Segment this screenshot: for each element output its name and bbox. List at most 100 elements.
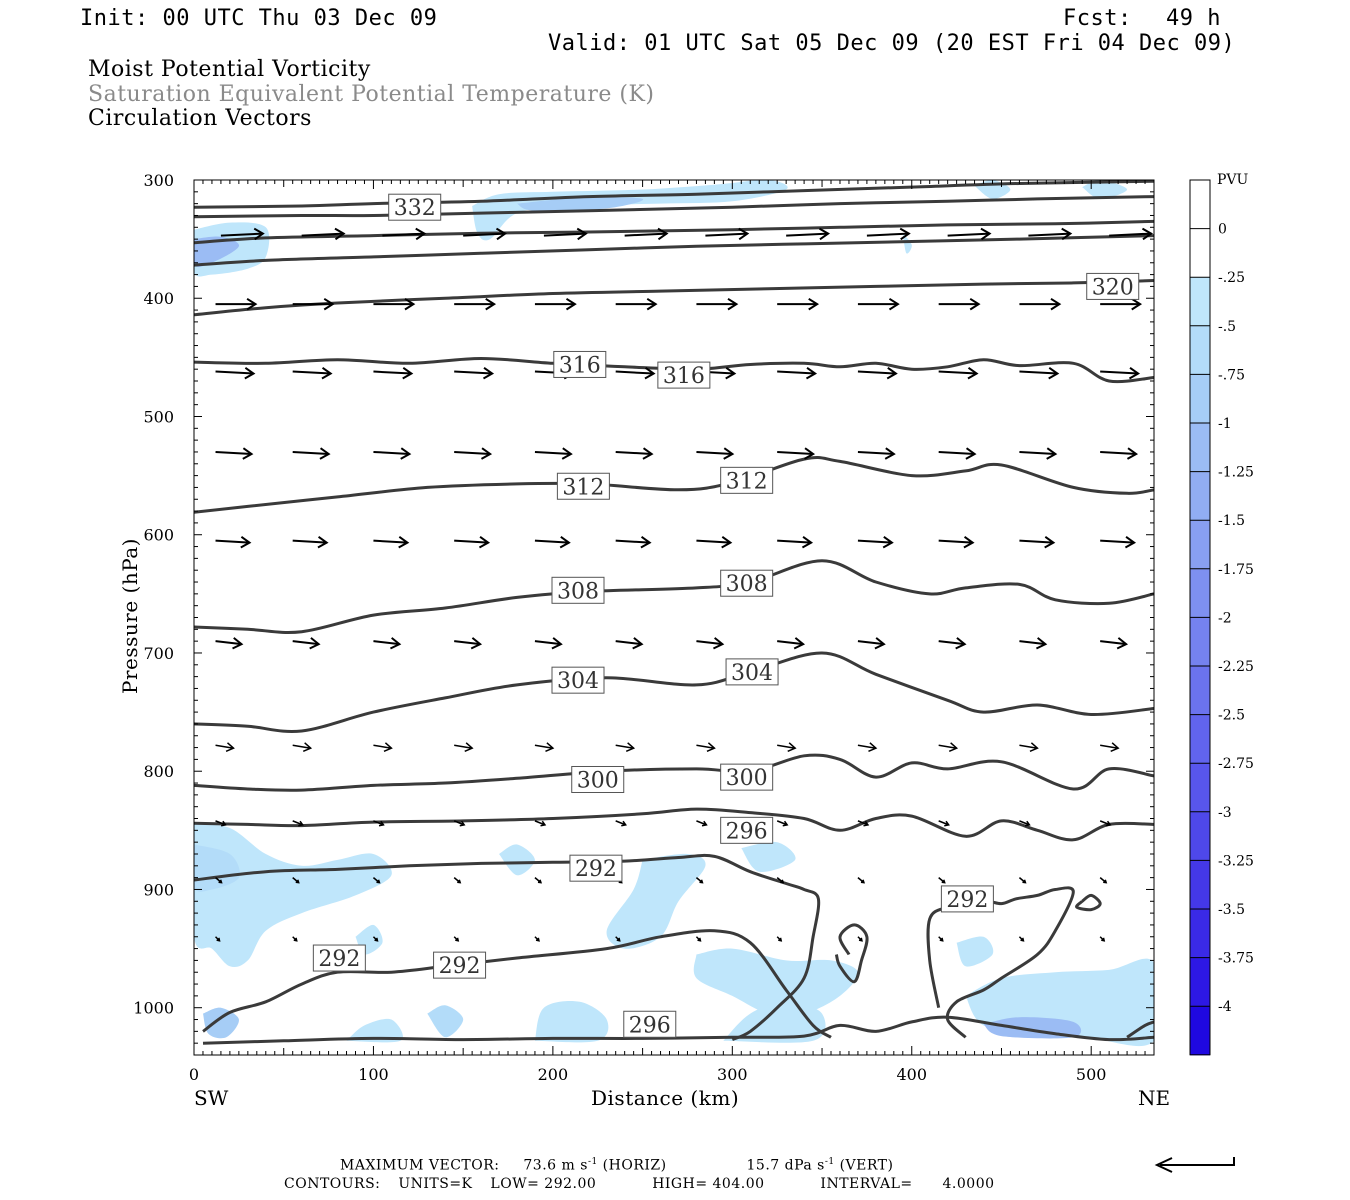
contour-label-box bbox=[725, 658, 779, 686]
colorbar-label: -3 bbox=[1218, 805, 1232, 821]
circulation-vector bbox=[215, 742, 235, 753]
contour-label-box bbox=[388, 193, 442, 221]
colorbar-label: -3.5 bbox=[1218, 902, 1245, 918]
circulation-vector bbox=[857, 297, 900, 311]
circulation-vector bbox=[696, 820, 708, 827]
circulation-vector bbox=[615, 366, 656, 380]
forecast-label: Fcst: bbox=[1063, 6, 1132, 31]
circulation-vector bbox=[453, 877, 462, 884]
colorbar-label: -3.25 bbox=[1218, 853, 1254, 869]
reference-vector-icon bbox=[1154, 1157, 1235, 1173]
circulation-vector bbox=[215, 877, 223, 884]
circulation-vector bbox=[543, 227, 588, 241]
colorbar-swatch bbox=[1190, 666, 1210, 716]
colorbar-swatch bbox=[1190, 471, 1210, 521]
colorbar-swatch bbox=[1190, 763, 1210, 813]
circulation-vector bbox=[696, 637, 725, 650]
contours-interval-value: 4.0000 bbox=[942, 1176, 995, 1192]
contour-label: 292 bbox=[439, 954, 481, 979]
circulation-vector bbox=[453, 820, 466, 827]
contour-label-box bbox=[720, 466, 774, 494]
contour-label: 320 bbox=[1092, 275, 1134, 300]
y-tick-label: 400 bbox=[143, 289, 174, 308]
max-vector-label: MAXIMUM VECTOR: bbox=[340, 1157, 500, 1174]
pv-region bbox=[517, 197, 644, 211]
pv-region bbox=[741, 841, 796, 872]
circulation-vector bbox=[1099, 936, 1106, 942]
circulation-vector bbox=[776, 877, 785, 884]
colorbar-swatch bbox=[1190, 277, 1210, 327]
contour-label-box bbox=[569, 854, 623, 882]
pv-region bbox=[902, 233, 912, 254]
contour-label-box bbox=[657, 361, 711, 389]
contour-label: 316 bbox=[559, 353, 601, 378]
circulation-vector bbox=[615, 936, 621, 942]
circulation-vector bbox=[215, 366, 256, 380]
circulation-vector bbox=[292, 820, 304, 827]
x-axis-label: Distance (km) bbox=[591, 1086, 740, 1110]
circulation-vector bbox=[615, 447, 654, 460]
vert-exponent: -1 bbox=[824, 1157, 835, 1167]
title-vectors: Circulation Vectors bbox=[88, 106, 312, 131]
x-tick-label: 100 bbox=[358, 1065, 389, 1084]
contour-label: 308 bbox=[557, 579, 599, 604]
colorbar-swatch bbox=[1190, 1006, 1210, 1056]
circulation-vector bbox=[1019, 535, 1056, 549]
colorbar-swatch bbox=[1190, 617, 1210, 667]
x-end-label-left: SW bbox=[194, 1086, 229, 1110]
colorbar-label: -2 bbox=[1218, 610, 1232, 626]
circulation-vector bbox=[292, 742, 313, 753]
pv-region bbox=[1082, 180, 1128, 199]
contour-label-box bbox=[553, 350, 607, 378]
theta-es-contour bbox=[202, 929, 832, 1039]
circulation-vector bbox=[938, 297, 981, 311]
colorbar-unit-label: PVU bbox=[1217, 172, 1249, 188]
colorbar-label: 0 bbox=[1218, 222, 1227, 238]
colorbar-swatch bbox=[1190, 714, 1210, 764]
init-time: Init: 00 UTC Thu 03 Dec 09 bbox=[80, 6, 438, 31]
colorbar-label: -2.5 bbox=[1218, 708, 1245, 724]
circulation-vector bbox=[1019, 297, 1062, 311]
colorbar-swatch bbox=[1190, 568, 1210, 618]
colorbar-swatch bbox=[1190, 180, 1210, 230]
pv-region bbox=[693, 948, 859, 1016]
circulation-vector bbox=[857, 742, 878, 753]
circulation-vector bbox=[382, 227, 427, 241]
circulation-vector bbox=[938, 877, 946, 884]
y-tick-label: 900 bbox=[143, 880, 174, 899]
circulation-vector bbox=[615, 637, 644, 650]
circulation-vector bbox=[695, 877, 704, 884]
circulation-vector bbox=[777, 742, 797, 753]
contours-line: CONTOURS: UNITS=K LOW= 292.00 HIGH= 404.… bbox=[284, 1176, 995, 1192]
contour-label-box bbox=[720, 816, 774, 844]
circulation-vector bbox=[938, 936, 944, 942]
circulation-vector bbox=[615, 742, 636, 753]
colorbar-label: -3.75 bbox=[1218, 951, 1254, 967]
y-tick-label: 1000 bbox=[133, 999, 174, 1018]
circulation-vector bbox=[454, 742, 474, 753]
circulation-vector bbox=[1099, 820, 1112, 827]
colorbar-label: -2.75 bbox=[1218, 756, 1254, 772]
x-tick-label: 300 bbox=[717, 1065, 748, 1084]
circulation-vector bbox=[292, 297, 335, 311]
x-end-label-right: NE bbox=[1138, 1086, 1171, 1110]
circulation-vector bbox=[938, 742, 959, 753]
contour-label-box bbox=[623, 1010, 677, 1038]
circulation-vector bbox=[696, 535, 733, 549]
contour-label: 316 bbox=[663, 364, 705, 389]
contour-label: 296 bbox=[726, 819, 768, 844]
y-axis-label: Pressure (hPa) bbox=[118, 538, 142, 694]
circulation-vector bbox=[534, 535, 571, 549]
circulation-vector bbox=[453, 936, 460, 942]
contour-label: 308 bbox=[726, 572, 768, 597]
circulation-vector bbox=[1019, 447, 1058, 460]
contour-label-box bbox=[720, 569, 774, 597]
circulation-vector bbox=[696, 297, 739, 311]
circulation-vector bbox=[373, 297, 416, 311]
contour-label: 312 bbox=[726, 469, 768, 494]
circulation-vector bbox=[615, 820, 627, 827]
contour-label-box bbox=[571, 765, 625, 793]
circulation-vector bbox=[777, 637, 806, 650]
colorbar-swatch bbox=[1190, 957, 1210, 1007]
theta-es-contour bbox=[834, 923, 869, 984]
